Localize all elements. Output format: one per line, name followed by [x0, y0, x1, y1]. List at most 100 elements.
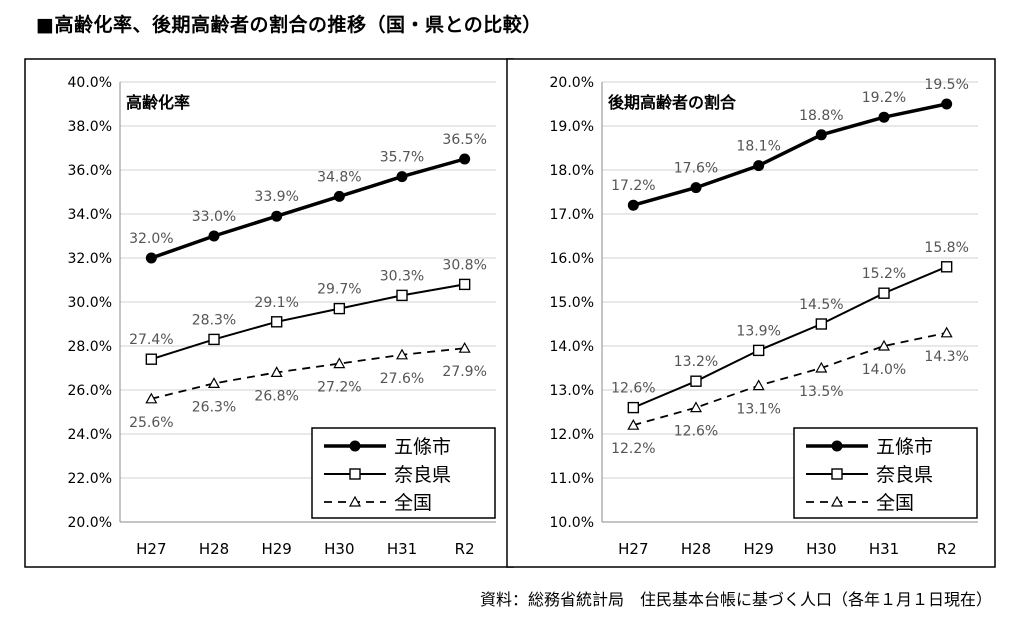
data-label: 14.0%: [862, 362, 906, 378]
data-label: 26.8%: [254, 388, 298, 404]
aging-rate-chart-svg: 20.0% 22.0% 24.0% 26.0% 28.0% 30.0% 32.0% 34.0%…: [24, 58, 514, 568]
data-label: 27.9%: [442, 364, 486, 380]
data-label: 27.2%: [317, 380, 361, 396]
y-tick-label: 40.0%: [68, 75, 112, 91]
series-marker: [815, 129, 827, 141]
data-label: 35.7%: [380, 150, 424, 166]
series-marker: [941, 98, 953, 110]
y-tick-label: 22.0%: [68, 471, 112, 487]
legend-marker: [349, 440, 361, 452]
data-label: 34.8%: [317, 169, 361, 185]
data-label: 30.3%: [380, 268, 424, 284]
data-label: 33.0%: [192, 209, 236, 225]
series-marker: [333, 302, 346, 315]
data-label: 28.3%: [192, 312, 236, 328]
data-label: 13.9%: [736, 323, 780, 339]
series-marker: [877, 339, 891, 351]
legend-entry: 五條市: [876, 436, 933, 458]
x-tick-label: H28: [199, 540, 229, 558]
series-marker: [753, 160, 765, 172]
y-tick-label: 10.0%: [550, 515, 594, 531]
series-marker: [270, 316, 283, 328]
data-label: 14.3%: [924, 349, 968, 365]
x-tick-label: H28: [681, 540, 711, 558]
series-marker: [878, 111, 890, 123]
series-marker: [752, 344, 765, 357]
series-marker: [271, 210, 283, 222]
y-tick-label: 24.0%: [68, 427, 112, 443]
series-marker: [459, 153, 471, 165]
series-marker: [627, 418, 640, 430]
y-tick-label: 20.0%: [550, 75, 594, 91]
y-tick-label: 32.0%: [68, 251, 112, 267]
page-title: ■高齢化率、後期高齢者の割合の推移（国・県との比較）: [36, 14, 542, 36]
y-tick-label: 38.0%: [68, 119, 112, 135]
chart-title: 後期高齢者の割合: [608, 93, 737, 112]
series-marker: [940, 261, 953, 273]
aging-rate-chart: 20.0% 22.0% 24.0% 26.0% 28.0% 30.0% 32.0% 34.0%…: [24, 58, 514, 568]
data-label: 13.5%: [799, 384, 843, 400]
series-marker: [270, 366, 283, 377]
source-note: 資料：総務省統計局 住民基本台帳に基づく人口（各年１月１日現在）: [479, 590, 992, 609]
series-3: 12.2% 12.6% 13.1% 13.5% 14.0% 14.3%: [611, 326, 969, 457]
x-tick-label: H30: [324, 540, 354, 558]
series-line: [150, 157, 466, 260]
legend-marker: [831, 468, 843, 480]
x-tick-label: H27: [136, 540, 166, 558]
series-marker: [145, 392, 158, 404]
late-elderly-chart-svg: 10.0% 11.0% 12.0% 13.0% 14.0% 15.0% 16.0% 17.0%…: [506, 58, 996, 568]
data-label: 27.6%: [380, 371, 424, 387]
series-marker: [458, 341, 471, 353]
series-line: [151, 283, 465, 361]
series-2: 12.6% 13.2% 13.9% 14.5% 15.2% 15.8%: [611, 240, 969, 414]
data-label: 19.2%: [862, 90, 906, 106]
x-tick-label: H31: [387, 540, 417, 558]
x-tick-label: H30: [806, 540, 836, 558]
series-marker: [145, 252, 157, 264]
series-marker: [208, 333, 220, 346]
data-label: 18.8%: [799, 108, 843, 124]
series-line: [633, 331, 947, 427]
y-tick-label: 34.0%: [68, 207, 112, 223]
series-marker: [690, 182, 702, 194]
series-marker: [207, 377, 221, 388]
series-marker: [689, 401, 703, 413]
y-tick-label: 20.0%: [68, 515, 112, 531]
y-tick-label: 15.0%: [550, 295, 594, 311]
data-label: 33.9%: [254, 189, 298, 205]
series-2: 27.4% 28.3% 29.1% 29.7% 30.3% 30.8%: [129, 257, 487, 365]
legend-marker: [349, 468, 361, 480]
data-label: 19.5%: [924, 77, 968, 93]
series-marker: [395, 348, 409, 360]
y-tick-label: 17.0%: [550, 207, 594, 223]
series-marker: [145, 353, 158, 365]
series-marker: [333, 190, 345, 202]
y-tick-label: 36.0%: [68, 163, 112, 179]
legend-entry: 奈良県: [876, 464, 933, 486]
y-tick-label: 11.0%: [550, 471, 594, 487]
y-tick-label: 12.0%: [550, 427, 594, 443]
series-marker: [396, 171, 408, 183]
series-1: 32.0% 33.0% 33.9% 34.8% 35.7% 36.5%: [129, 132, 487, 264]
y-tick-label: 28.0%: [68, 339, 112, 355]
y-tick-label: 19.0%: [550, 119, 594, 135]
data-label: 18.1%: [736, 139, 780, 155]
series-marker: [815, 318, 828, 330]
x-tick-label: R2: [455, 540, 475, 558]
series-marker: [940, 326, 953, 338]
series-3: 25.6% 26.3% 26.8% 27.2% 27.6% 27.9%: [129, 341, 487, 431]
legend-entry: 全国: [394, 492, 432, 514]
data-label: 27.4%: [129, 332, 173, 348]
data-label: 13.2%: [674, 354, 718, 370]
data-label: 15.8%: [924, 240, 968, 256]
x-tick-label: H29: [743, 540, 773, 558]
chart-title: 高齢化率: [126, 93, 190, 112]
series-marker: [690, 375, 702, 387]
data-label: 30.8%: [442, 257, 486, 273]
series-marker: [627, 401, 640, 414]
series-marker: [458, 278, 471, 291]
x-tick-label: H27: [618, 540, 648, 558]
data-label: 12.6%: [674, 424, 718, 440]
y-tick-label: 26.0%: [68, 383, 112, 399]
data-label: 32.0%: [129, 231, 173, 247]
